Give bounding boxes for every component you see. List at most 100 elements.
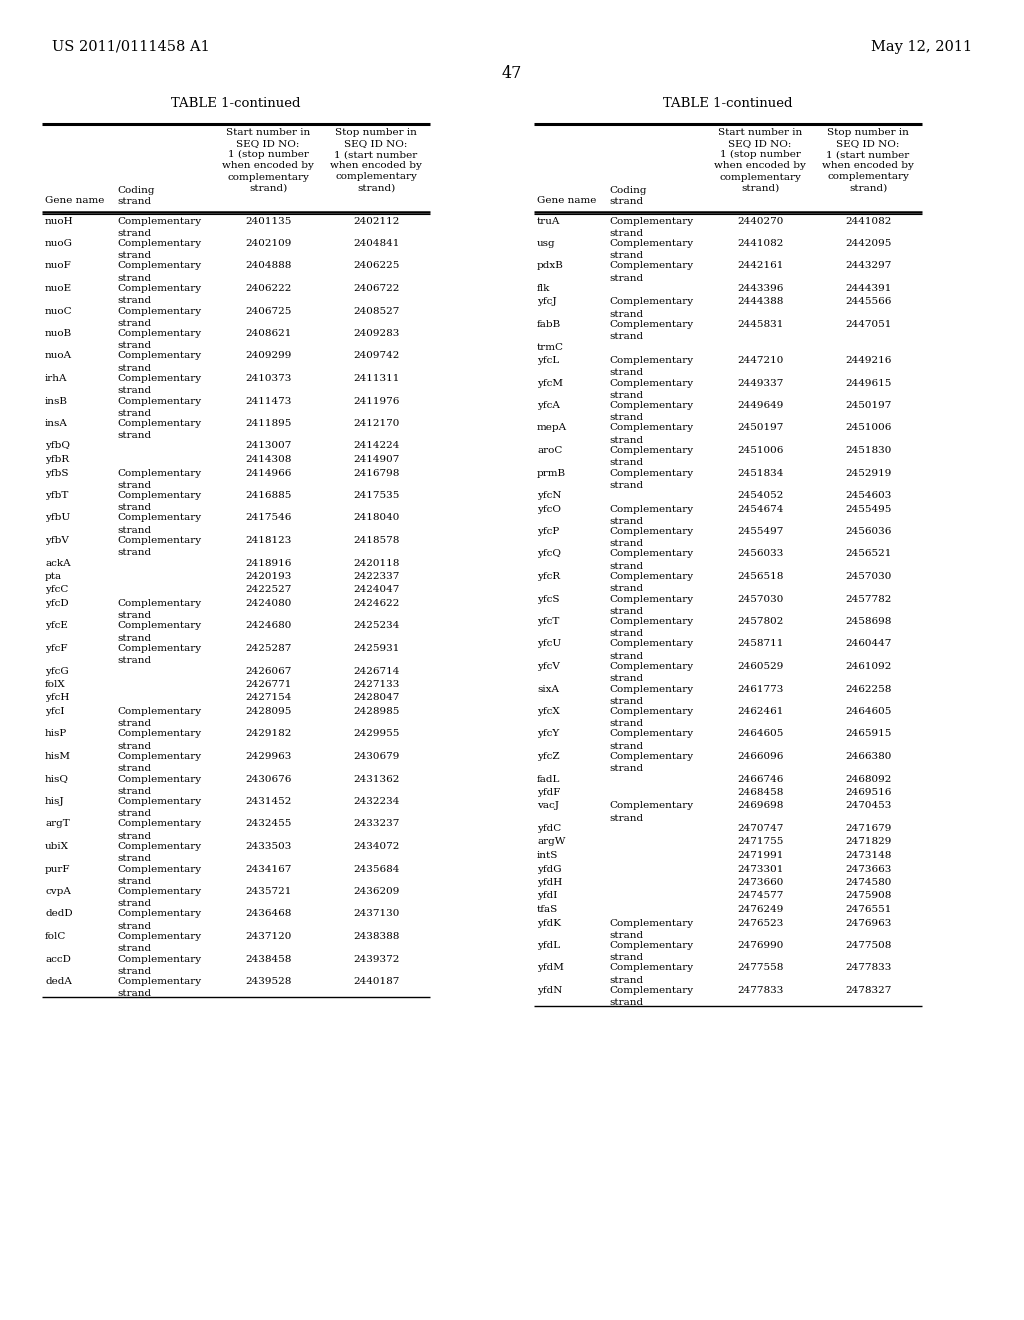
Text: Complementary: Complementary <box>609 216 693 226</box>
Text: 2476523: 2476523 <box>737 919 783 928</box>
Text: strand: strand <box>117 719 152 729</box>
Text: strand: strand <box>609 333 643 341</box>
Text: strand: strand <box>609 436 643 445</box>
Text: yfcM: yfcM <box>537 379 563 388</box>
Text: strand: strand <box>609 813 643 822</box>
Text: strand: strand <box>117 228 152 238</box>
Text: 2411895: 2411895 <box>245 418 291 428</box>
Text: Complementary: Complementary <box>609 319 693 329</box>
Text: 2439372: 2439372 <box>353 954 399 964</box>
Text: 2468092: 2468092 <box>845 775 891 784</box>
Text: yfcP: yfcP <box>537 527 559 536</box>
Text: 2465915: 2465915 <box>845 730 891 738</box>
Text: 2476990: 2476990 <box>737 941 783 950</box>
Text: strand: strand <box>117 273 152 282</box>
Text: 2438388: 2438388 <box>353 932 399 941</box>
Text: Complementary: Complementary <box>609 424 693 433</box>
Text: Start number in
SEQ ID NO:
1 (stop number
when encoded by
complementary
strand): Start number in SEQ ID NO: 1 (stop numbe… <box>222 128 314 193</box>
Text: strand: strand <box>609 742 643 751</box>
Text: 2445831: 2445831 <box>737 319 783 329</box>
Text: strand: strand <box>117 899 152 908</box>
Text: 2457802: 2457802 <box>737 616 783 626</box>
Text: 2451834: 2451834 <box>737 469 783 478</box>
Text: 2452919: 2452919 <box>845 469 891 478</box>
Text: Complementary: Complementary <box>117 797 201 807</box>
Text: yfdL: yfdL <box>537 941 560 950</box>
Text: 2451006: 2451006 <box>845 424 891 433</box>
Text: Complementary: Complementary <box>117 351 201 360</box>
Text: Complementary: Complementary <box>117 329 201 338</box>
Text: strand: strand <box>117 525 152 535</box>
Text: strand: strand <box>609 391 643 400</box>
Text: 2418040: 2418040 <box>353 513 399 523</box>
Text: 2428047: 2428047 <box>353 693 399 702</box>
Text: 2432455: 2432455 <box>245 820 291 829</box>
Text: Complementary: Complementary <box>117 396 201 405</box>
Text: strand: strand <box>609 561 643 570</box>
Text: 2477508: 2477508 <box>845 941 891 950</box>
Text: vacJ: vacJ <box>537 801 559 810</box>
Text: strand: strand <box>117 832 152 841</box>
Text: 2436468: 2436468 <box>245 909 291 919</box>
Text: Complementary: Complementary <box>117 239 201 248</box>
Text: 2426067: 2426067 <box>245 667 291 676</box>
Text: nuoA: nuoA <box>45 351 72 360</box>
Text: nuoF: nuoF <box>45 261 72 271</box>
Text: 2476249: 2476249 <box>737 906 783 913</box>
Text: strand: strand <box>609 310 643 318</box>
Text: strand: strand <box>117 318 152 327</box>
Text: Complementary: Complementary <box>609 752 693 762</box>
Text: 2438458: 2438458 <box>245 954 291 964</box>
Text: Complementary: Complementary <box>117 599 201 609</box>
Text: folC: folC <box>45 932 67 941</box>
Text: fabB: fabB <box>537 319 561 329</box>
Text: 2430679: 2430679 <box>353 752 399 762</box>
Text: 2462258: 2462258 <box>845 685 891 693</box>
Text: Complementary: Complementary <box>117 752 201 762</box>
Text: 2424680: 2424680 <box>245 622 291 631</box>
Text: ubiX: ubiX <box>45 842 69 851</box>
Text: yfcZ: yfcZ <box>537 752 560 762</box>
Text: 2406222: 2406222 <box>245 284 291 293</box>
Text: 2464605: 2464605 <box>845 708 891 715</box>
Text: sixA: sixA <box>537 685 559 693</box>
Text: Complementary: Complementary <box>117 842 201 851</box>
Text: strand: strand <box>117 966 152 975</box>
Text: 2406725: 2406725 <box>245 306 291 315</box>
Text: purF: purF <box>45 865 71 874</box>
Text: 2412170: 2412170 <box>353 418 399 428</box>
Text: Complementary: Complementary <box>609 504 693 513</box>
Text: Complementary: Complementary <box>117 284 201 293</box>
Text: 2454674: 2454674 <box>737 504 783 513</box>
Text: Complementary: Complementary <box>609 919 693 928</box>
Text: trmC: trmC <box>537 342 564 351</box>
Text: 2401135: 2401135 <box>245 216 291 226</box>
Text: yfcO: yfcO <box>537 504 561 513</box>
Text: Complementary: Complementary <box>609 986 693 995</box>
Text: Stop number in
SEQ ID NO:
1 (start number
when encoded by
complementary
strand): Stop number in SEQ ID NO: 1 (start numbe… <box>822 128 914 193</box>
Text: 2406722: 2406722 <box>353 284 399 293</box>
Text: 2427133: 2427133 <box>353 680 399 689</box>
Text: 2458698: 2458698 <box>845 616 891 626</box>
Text: 2420118: 2420118 <box>353 558 399 568</box>
Text: 2440187: 2440187 <box>353 977 399 986</box>
Text: strand: strand <box>117 634 152 643</box>
Text: 2432234: 2432234 <box>353 797 399 807</box>
Text: flk: flk <box>537 284 550 293</box>
Text: TABLE 1-continued: TABLE 1-continued <box>171 96 301 110</box>
Text: strand: strand <box>609 368 643 378</box>
Text: intS: intS <box>537 851 558 861</box>
Text: yfcF: yfcF <box>45 644 68 653</box>
Text: Complementary: Complementary <box>609 261 693 271</box>
Text: US 2011/0111458 A1: US 2011/0111458 A1 <box>52 40 210 54</box>
Text: yfcH: yfcH <box>45 693 70 702</box>
Text: strand: strand <box>117 363 152 372</box>
Text: Coding
strand: Coding strand <box>609 186 646 206</box>
Text: 2458711: 2458711 <box>737 639 783 648</box>
Text: strand: strand <box>117 854 152 863</box>
Text: 2431362: 2431362 <box>353 775 399 784</box>
Text: 2436209: 2436209 <box>353 887 399 896</box>
Text: yfcA: yfcA <box>537 401 560 411</box>
Text: 2443297: 2443297 <box>845 261 891 271</box>
Text: 2454603: 2454603 <box>845 491 891 500</box>
